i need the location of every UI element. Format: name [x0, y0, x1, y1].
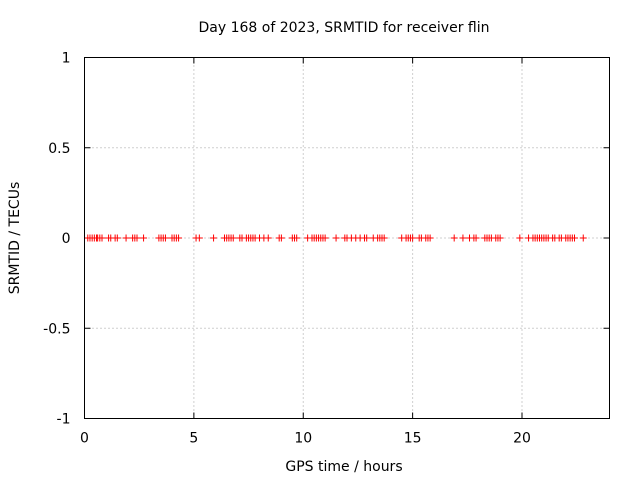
- x-tick-label: 5: [189, 431, 198, 447]
- data-point: [496, 234, 504, 242]
- data-point: [264, 234, 272, 242]
- data-point: [459, 234, 467, 242]
- x-tick-label: 10: [294, 431, 312, 447]
- data-point: [363, 234, 371, 242]
- x-tick-label: 15: [404, 431, 422, 447]
- y-tick-label: -0.5: [43, 321, 70, 337]
- plot-frame: [84, 57, 610, 419]
- data-point: [277, 234, 285, 242]
- y-tick-label: 0.5: [48, 141, 70, 157]
- data-point: [571, 234, 578, 242]
- data-point: [113, 234, 121, 242]
- y-tick-label: -1: [57, 412, 71, 428]
- x-tick-label: 20: [513, 431, 531, 447]
- chart-title: Day 168 of 2023, SRMTID for receiver fli…: [199, 20, 490, 36]
- data-point: [210, 234, 218, 242]
- x-axis-label: GPS time / hours: [285, 459, 402, 475]
- tick-labels: 0 5 10 15 20 1 0.5 0 -0.5 -1: [43, 51, 531, 447]
- data-point: [409, 234, 417, 242]
- data-point: [175, 234, 183, 242]
- data-point: [229, 234, 237, 242]
- y-tick-label: 0: [62, 231, 71, 247]
- data-point: [140, 234, 148, 242]
- data-point: [98, 234, 106, 242]
- data-point: [332, 234, 340, 242]
- data-point: [516, 234, 524, 242]
- data-point: [450, 234, 458, 242]
- y-tick-label: 1: [62, 51, 71, 67]
- data-point: [579, 234, 587, 242]
- data-point: [426, 234, 434, 242]
- data-point: [380, 234, 388, 242]
- data-points: [84, 234, 587, 242]
- data-point: [133, 234, 141, 242]
- data-point: [472, 234, 480, 242]
- data-point: [195, 234, 203, 242]
- data-point: [161, 234, 169, 242]
- y-axis-label: SRMTID / TECUs: [7, 182, 23, 295]
- data-point: [321, 234, 329, 242]
- data-point: [293, 234, 301, 242]
- data-point: [122, 234, 130, 242]
- x-tick-label: 0: [80, 431, 89, 447]
